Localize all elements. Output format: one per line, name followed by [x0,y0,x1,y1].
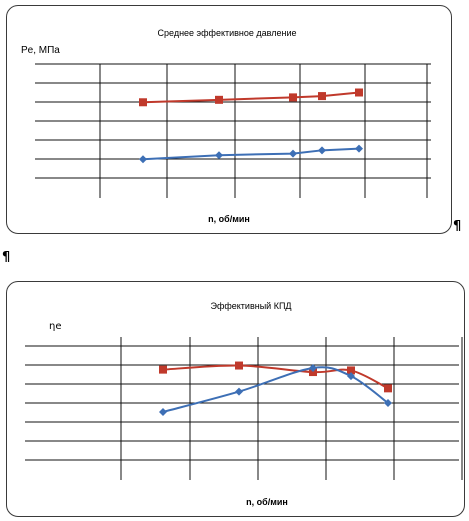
grid [25,337,463,480]
efficiency-chart: Эффективный КПД ηe n, об/мин [25,301,463,507]
series-line-1 [142,91,360,104]
data-point-square [347,366,355,375]
chart-frame-efficiency: Эффективный КПД ηe n, об/мин [6,281,465,517]
data-point-diamond [235,387,243,396]
data-point-square [318,92,326,101]
y-axis-label: Pe, МПа [21,45,60,56]
data-point-square [235,361,243,370]
paragraph-mark: ¶ [453,219,462,234]
data-point-diamond [215,151,223,160]
data-point-square [355,88,363,97]
paragraph-mark: ¶ [2,250,11,265]
data-point-diamond [289,149,297,158]
data-point-diamond [159,407,167,416]
series-layer [139,88,363,164]
data-point-diamond [355,144,363,153]
x-axis-label: n, об/мин [208,214,250,224]
x-axis-label: n, об/мин [246,497,288,507]
series-line-2 [142,147,360,161]
y-axis-label: ηe [49,321,62,332]
data-point-diamond [347,372,355,381]
data-point-square [215,95,223,104]
data-point-diamond [139,155,147,164]
data-point-square [384,384,392,393]
chart-frame-pressure: Среднее эффективное давление Pe, МПа n, … [6,5,452,234]
data-point-square [159,365,167,374]
data-point-square [289,93,297,102]
data-point-diamond [384,399,392,407]
data-point-diamond [318,146,326,155]
series-layer [159,361,392,416]
data-point-square [139,98,147,107]
pressure-chart: Среднее эффективное давление Pe, МПа n, … [21,28,431,224]
data-point-square [309,368,317,377]
chart-title: Эффективный КПД [210,301,291,311]
chart-title: Среднее эффективное давление [158,28,297,38]
grid [35,63,431,198]
data-point-diamond [309,363,317,372]
